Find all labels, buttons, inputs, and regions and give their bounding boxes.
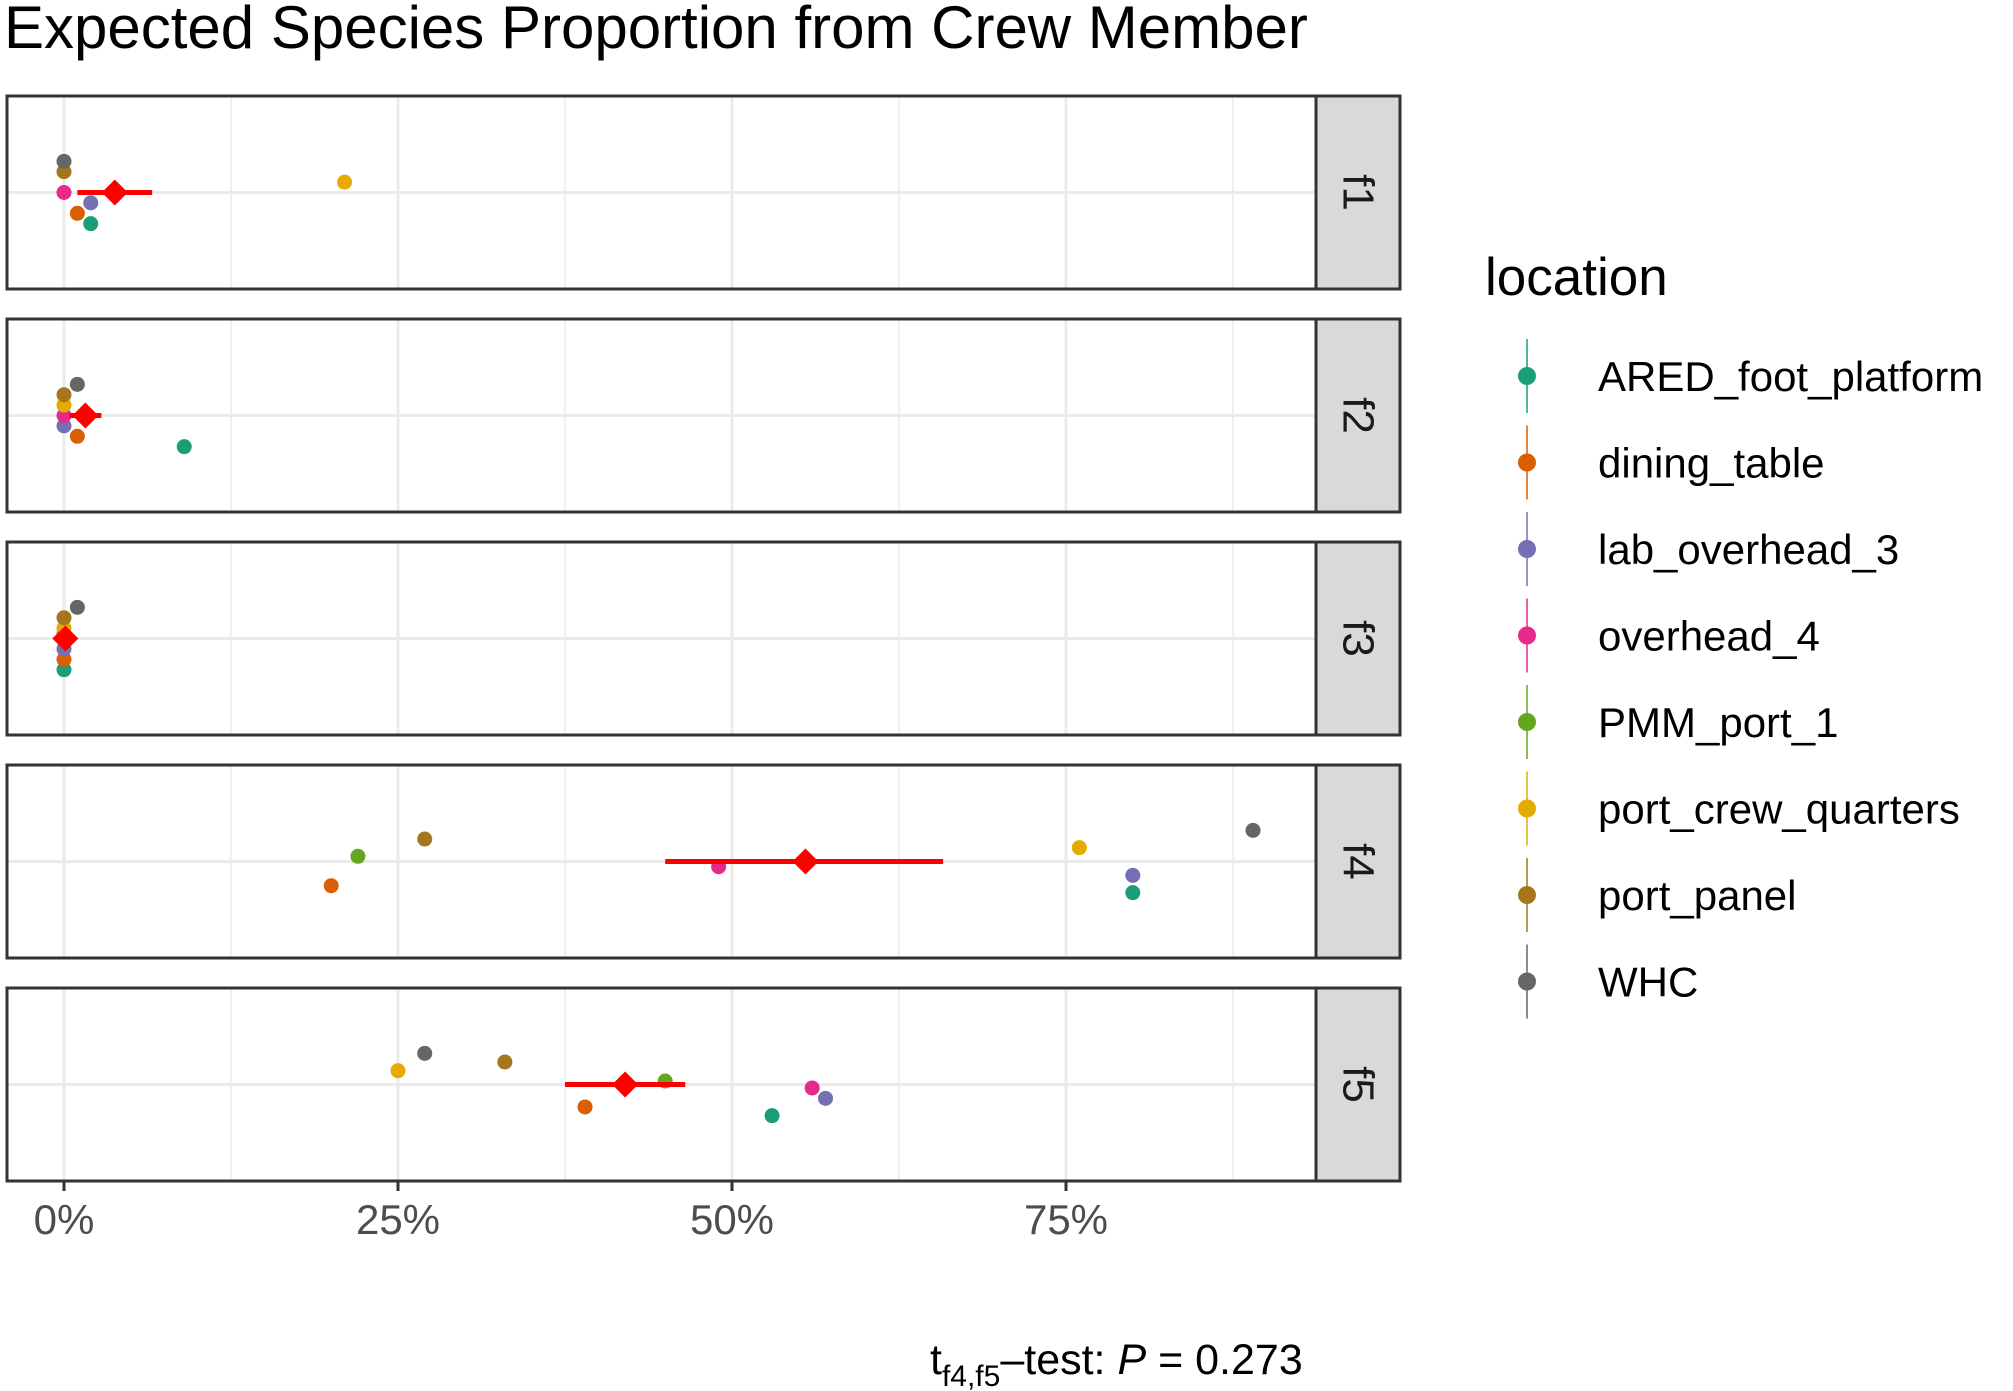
facet-panel-f1: f1: [5, 94, 1402, 291]
test-caption: tf4,f5–test: P = 0.273: [930, 1336, 1303, 1391]
x-tick-label: 75%: [1024, 1196, 1108, 1243]
legend-title: location: [1485, 248, 1668, 307]
facet-panels: f1 f2 f3 f4 f5: [5, 94, 1402, 1183]
point-f1-lab_overhead_3: [83, 195, 99, 211]
chart-title: Expected Species Proportion from Crew Me…: [4, 0, 1308, 61]
facet-panel-f5: f5: [5, 986, 1402, 1183]
point-f2-WHC: [69, 376, 85, 392]
mean-marker-f1: [101, 179, 128, 206]
facet-label-f1: f1: [1334, 174, 1383, 211]
legend-key-point: [1518, 540, 1536, 558]
x-axis: 0% 25% 50% 75%: [34, 1181, 1108, 1243]
facet-strip: [1314, 317, 1402, 514]
point-f5-WHC: [417, 1045, 433, 1061]
point-f4-PMM_port_1: [350, 848, 366, 864]
legend-label: port_crew_quarters: [1598, 786, 1960, 833]
point-f1-overhead_4: [56, 185, 72, 200]
facet-label-f5: f5: [1334, 1066, 1383, 1103]
point-f1-port_panel: [56, 164, 72, 180]
facet-strip: [1314, 763, 1402, 960]
legend-item-WHC: WHC: [1518, 944, 1698, 1019]
point-f2-port_panel: [56, 387, 72, 403]
caption-subscript: f4,f5: [942, 1360, 1000, 1391]
mean-marker-f4: [792, 848, 819, 875]
legend-label: overhead_4: [1598, 613, 1820, 660]
legend-item-PMM_port_1: PMM_port_1: [1518, 685, 1838, 759]
facet-panel-f2: f2: [5, 317, 1402, 514]
point-f4-port_crew_quarters: [1071, 840, 1087, 856]
point-f1-port_crew_quarters: [337, 174, 353, 190]
point-f2-lab_overhead_3: [56, 418, 72, 434]
point-f4-WHC: [1245, 822, 1261, 838]
legend: location ARED_foot_platform dining_tablel…: [1485, 248, 1983, 1019]
point-f4-ARED_foot_platform: [1125, 885, 1141, 901]
legend-key-point: [1518, 367, 1536, 385]
x-tick-label: 0%: [34, 1196, 95, 1243]
legend-label: WHC: [1598, 959, 1698, 1006]
mean-marker-f3: [52, 625, 79, 652]
facet-label-f3: f3: [1334, 620, 1383, 657]
point-f3-port_panel: [56, 610, 72, 626]
legend-key-point: [1518, 453, 1536, 472]
point-f2-ARED_foot_platform: [176, 439, 192, 455]
legend-key-point: [1518, 886, 1536, 904]
legend-item-lab_overhead_3: lab_overhead_3: [1518, 512, 1899, 586]
legend-key-point: [1518, 626, 1536, 645]
x-tick-label: 50%: [690, 1196, 774, 1243]
point-f3-ARED_foot_platform: [56, 662, 72, 678]
legend-key-point: [1518, 713, 1536, 731]
x-tick-label: 25%: [356, 1196, 440, 1243]
legend-label: lab_overhead_3: [1598, 526, 1899, 573]
facet-strip: [1314, 986, 1402, 1183]
point-f5-dining_table: [577, 1099, 593, 1115]
point-f5-ARED_foot_platform: [764, 1108, 780, 1124]
point-f2-overhead_4: [56, 408, 72, 423]
point-f1-WHC: [56, 153, 72, 169]
facet-strip: [1314, 94, 1402, 291]
legend-item-dining_table: dining_table: [1518, 425, 1825, 500]
facet-label-f4: f4: [1334, 843, 1383, 880]
legend-label: PMM_port_1: [1598, 699, 1838, 746]
legend-label: dining_table: [1598, 440, 1825, 487]
caption-p-label: P: [1117, 1336, 1146, 1384]
point-f5-port_crew_quarters: [390, 1063, 406, 1079]
legend-item-port_panel: port_panel: [1518, 858, 1797, 932]
caption-prefix: t: [930, 1336, 942, 1384]
legend-label: port_panel: [1598, 872, 1797, 919]
legend-item-overhead_4: overhead_4: [1518, 598, 1820, 673]
point-f3-WHC: [69, 599, 85, 615]
mean-marker-f2: [72, 402, 99, 429]
facet-panel-f3: f3: [5, 540, 1402, 737]
point-f2-dining_table: [69, 428, 85, 444]
point-f3-dining_table: [56, 651, 72, 667]
point-f2-port_crew_quarters: [56, 397, 72, 413]
caption-middle: –test:: [1000, 1336, 1117, 1384]
point-f5-overhead_4: [804, 1080, 820, 1096]
point-f5-port_panel: [497, 1054, 513, 1070]
facet-panel-f4: f4: [5, 763, 1402, 960]
point-f4-dining_table: [323, 878, 339, 894]
facet-strip: [1314, 540, 1402, 737]
legend-label: ARED_foot_platform: [1598, 353, 1983, 400]
point-f4-port_panel: [417, 831, 433, 847]
point-f4-lab_overhead_3: [1125, 867, 1141, 883]
legend-item-port_crew_quarters: port_crew_quarters: [1518, 771, 1960, 846]
legend-key-point: [1518, 799, 1536, 818]
mean-marker-f5: [612, 1071, 639, 1098]
facet-label-f2: f2: [1334, 397, 1383, 434]
caption-value: = 0.273: [1146, 1336, 1303, 1384]
point-f5-lab_overhead_3: [818, 1090, 834, 1106]
point-f1-ARED_foot_platform: [83, 216, 99, 232]
point-f1-dining_table: [69, 205, 85, 221]
legend-items: ARED_foot_platform dining_table lab_overhe…: [1518, 339, 1983, 1019]
legend-item-ARED_foot_platform: ARED_foot_platform: [1518, 339, 1983, 413]
legend-key-point: [1518, 972, 1536, 991]
